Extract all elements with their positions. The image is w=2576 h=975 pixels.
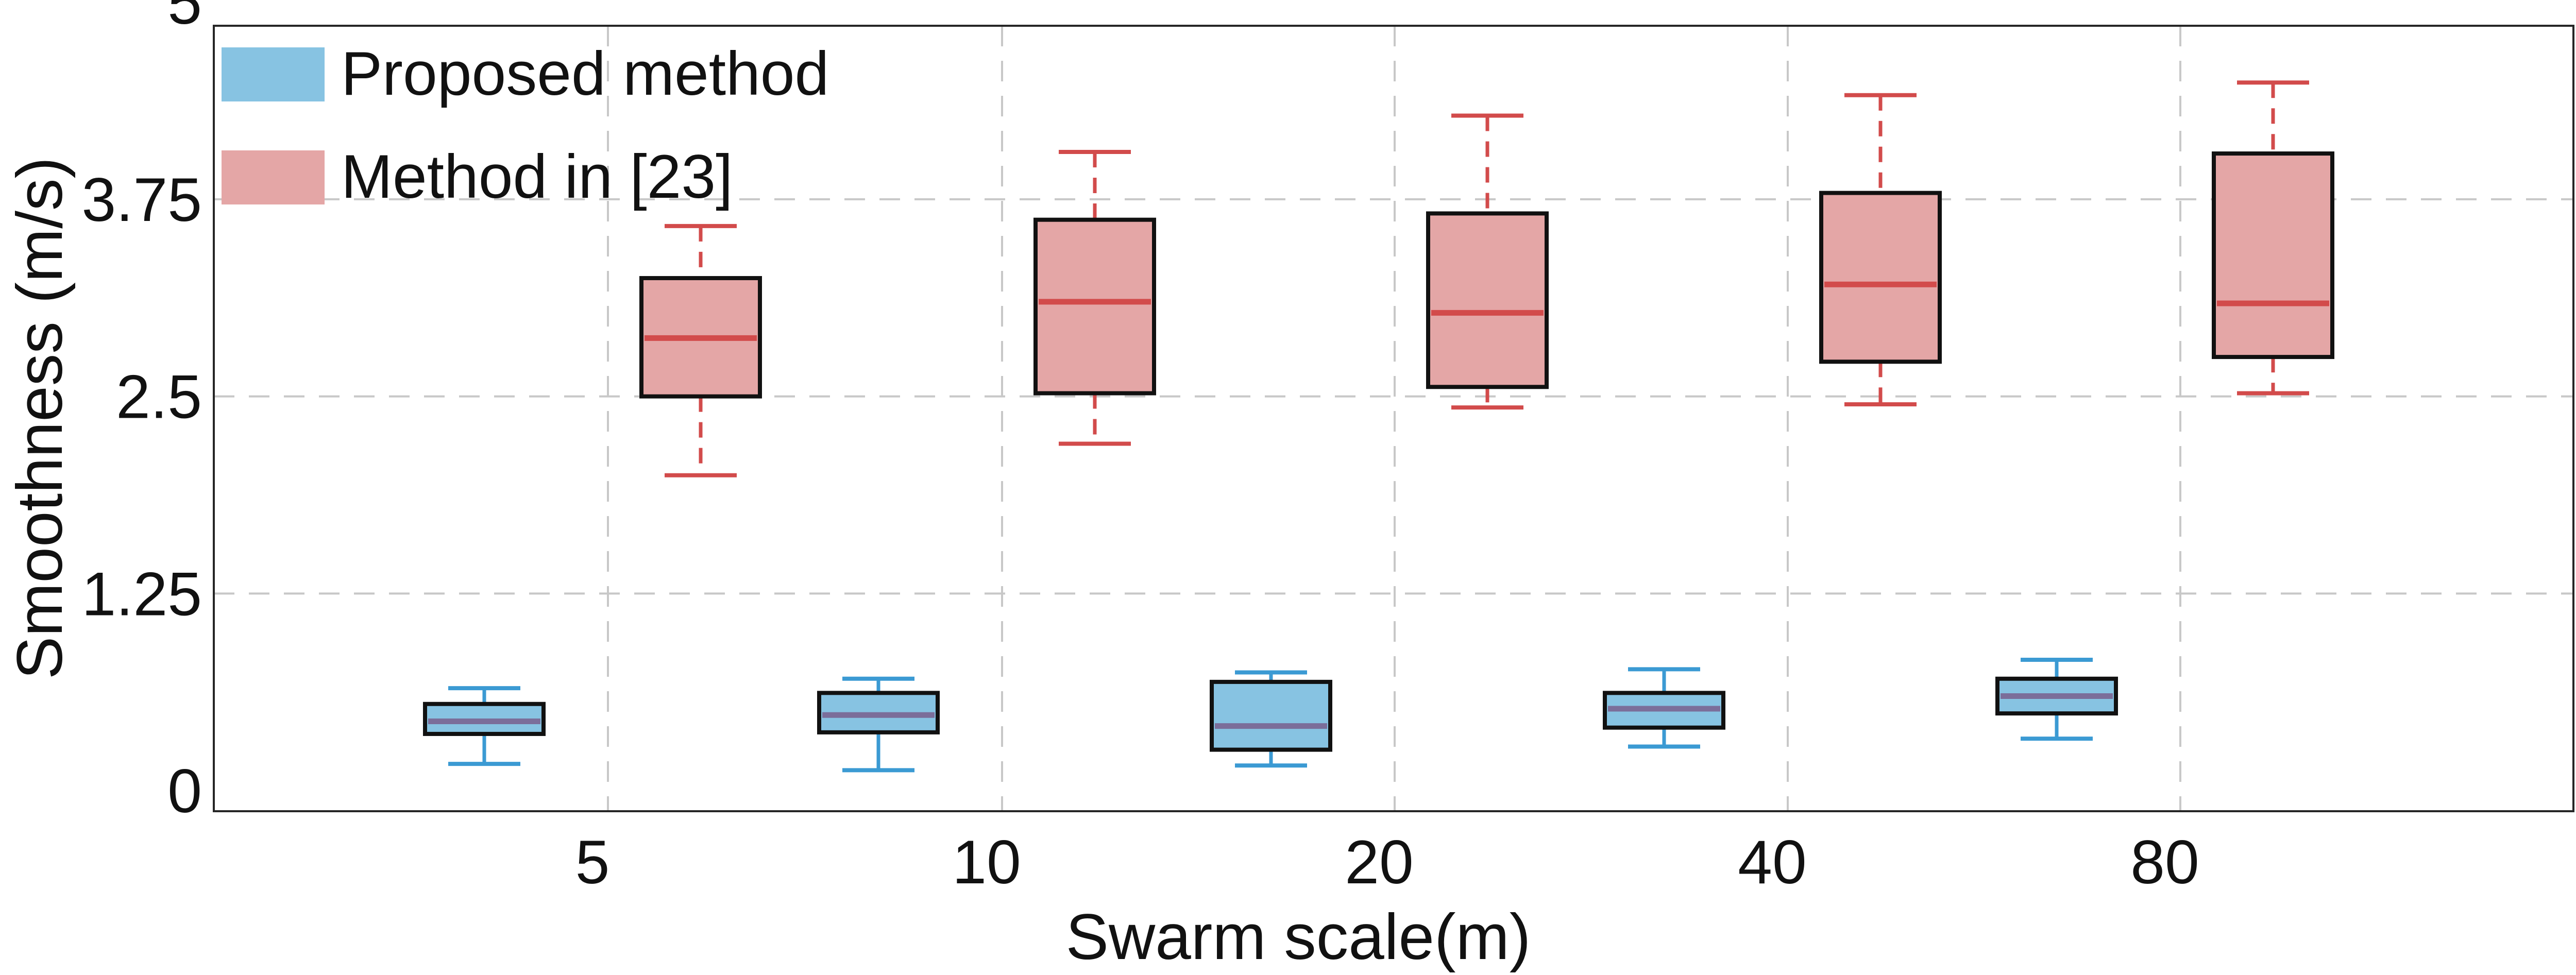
y-axis-title: Smoothness (m/s): [4, 157, 76, 679]
y-tick-label: 5: [167, 0, 202, 37]
legend: Proposed method Method in [23]: [222, 39, 829, 211]
legend-label: Method in [23]: [341, 142, 733, 211]
box-iqr: [2212, 151, 2334, 360]
legend-swatch: [222, 47, 325, 101]
box-proposed-10: [817, 676, 940, 773]
box-iqr: [1819, 191, 1942, 364]
box-iqr: [1426, 211, 1549, 389]
box-method23-80: [2212, 80, 2334, 396]
box-iqr: [1210, 679, 1332, 752]
legend-swatch: [222, 150, 325, 204]
box-proposed-5: [423, 686, 546, 766]
box-method23-20: [1426, 113, 1549, 410]
legend-label: Proposed method: [341, 39, 829, 108]
box-marks: [423, 80, 2334, 773]
y-tick-label: 2.5: [116, 363, 202, 432]
x-tick-label: 10: [952, 828, 1021, 897]
box-proposed-40: [1603, 667, 1725, 749]
box-method23-10: [1033, 149, 1156, 446]
box-proposed-20: [1210, 670, 1332, 768]
grid-lines: [214, 26, 2573, 811]
x-axis-title: Swarm scale(m): [1066, 901, 1531, 973]
box-method23-40: [1819, 93, 1942, 406]
x-tick-label: 20: [1345, 828, 1413, 897]
y-tick-label: 0: [167, 757, 202, 826]
box-method23-5: [639, 224, 762, 477]
plot-frame: [213, 25, 2574, 812]
x-tick-label: 80: [2130, 828, 2199, 897]
x-tick-label: 40: [1738, 828, 1806, 897]
x-tick-label: 5: [575, 828, 610, 897]
legend-item: Method in [23]: [222, 142, 733, 211]
legend-item: Proposed method: [222, 39, 829, 108]
box-iqr: [1033, 217, 1156, 396]
y-tick-label: 3.75: [81, 165, 202, 234]
tick-labels: 0 1.25 2.5 3.75 5 5 10 20 40 80: [81, 0, 2199, 897]
box-proposed-80: [1995, 658, 2118, 741]
y-tick-label: 1.25: [81, 559, 202, 628]
